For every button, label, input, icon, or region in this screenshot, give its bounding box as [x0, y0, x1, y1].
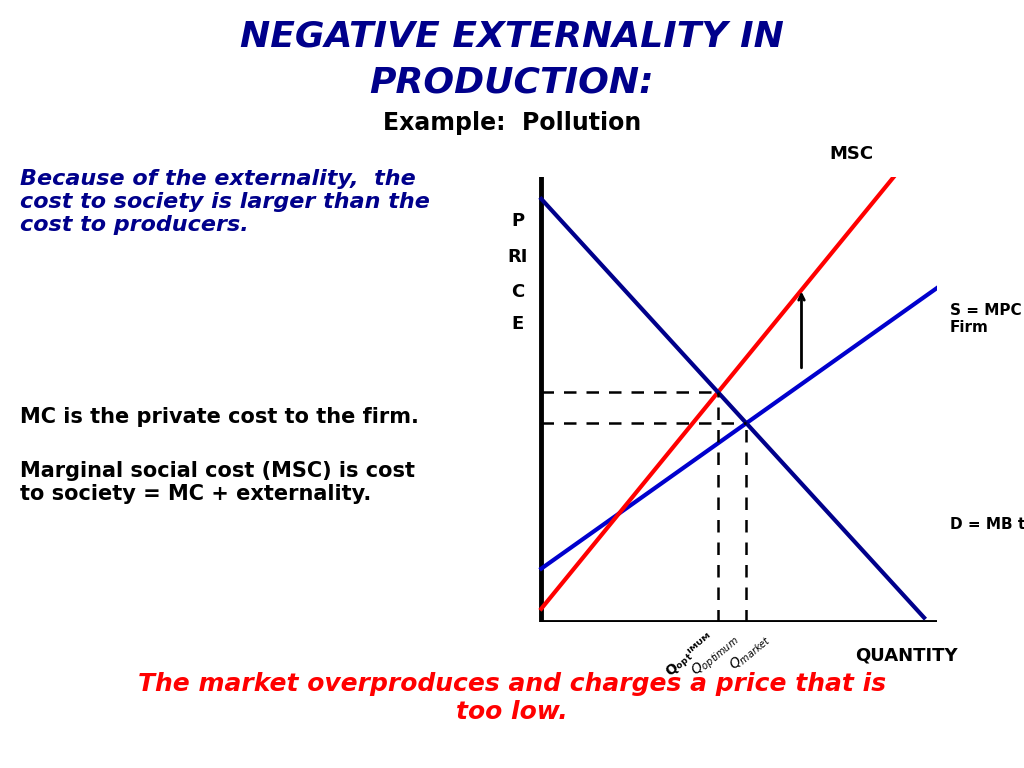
- Text: Qₒₚₜᴵᴹᵁᴹ: Qₒₚₜᴵᴹᵁᴹ: [663, 631, 716, 679]
- Text: NEGATIVE EXTERNALITY IN: NEGATIVE EXTERNALITY IN: [240, 19, 784, 53]
- Text: PRODUCTION:: PRODUCTION:: [370, 65, 654, 99]
- Text: MSC: MSC: [828, 145, 873, 164]
- Text: P: P: [511, 212, 524, 230]
- Text: C: C: [511, 283, 524, 302]
- Text: Example:  Pollution: Example: Pollution: [383, 111, 641, 135]
- Text: Marginal social cost (MSC) is cost
to society = MC + externality.: Marginal social cost (MSC) is cost to so…: [20, 461, 416, 504]
- Text: D = MB to Society: D = MB to Society: [950, 517, 1024, 531]
- Text: The market overproduces and charges a price that is
too low.: The market overproduces and charges a pr…: [138, 672, 886, 723]
- Text: Because of the externality,  the
cost to society is larger than the
cost to prod: Because of the externality, the cost to …: [20, 169, 430, 235]
- Text: $Q_{optimum}$: $Q_{optimum}$: [688, 631, 743, 681]
- Text: RI: RI: [508, 248, 527, 266]
- Text: S = MPC to
Firm: S = MPC to Firm: [950, 303, 1024, 336]
- Text: $Q_{market}$: $Q_{market}$: [727, 631, 774, 674]
- Text: MC is the private cost to the firm.: MC is the private cost to the firm.: [20, 407, 420, 427]
- Text: E: E: [512, 315, 523, 333]
- Text: QUANTITY: QUANTITY: [855, 647, 958, 664]
